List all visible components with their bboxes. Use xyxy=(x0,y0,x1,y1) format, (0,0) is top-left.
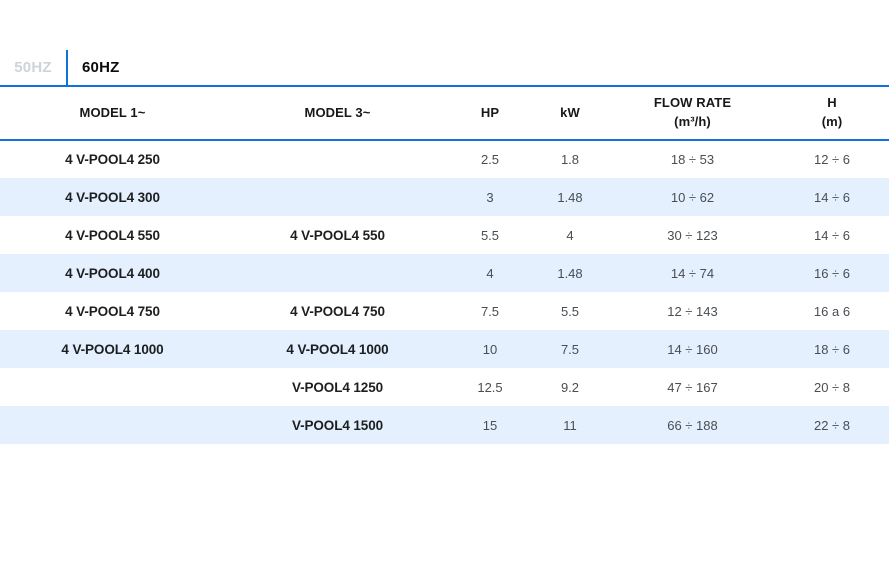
table-row: 4 V-POOL4 550 4 V-POOL4 550 5.5 4 30 ÷ 1… xyxy=(0,216,889,254)
kw-cell: 11 xyxy=(563,417,577,433)
model1-cell: 4 V-POOL4 250 xyxy=(65,152,160,167)
hp-cell: 12.5 xyxy=(477,379,503,395)
tab-50hz[interactable]: 50HZ xyxy=(14,59,52,76)
table-row: 4 V-POOL4 400 4 1.48 14 ÷ 74 16 ÷ 6 xyxy=(0,254,889,292)
flow-rate-cell: 30 ÷ 123 xyxy=(667,227,718,243)
flow-rate-cell: 66 ÷ 188 xyxy=(667,417,718,433)
flow-rate-cell: 12 ÷ 143 xyxy=(667,303,718,319)
model1-cell: 4 V-POOL4 550 xyxy=(65,227,160,243)
hp-cell: 2.5 xyxy=(480,152,500,167)
tab-60hz[interactable]: 60HZ xyxy=(82,59,120,76)
head-cell: 16 a 6 xyxy=(813,303,851,319)
kw-cell: 1.48 xyxy=(557,265,583,281)
frequency-tabs: 50HZ 60HZ xyxy=(0,50,889,87)
model3-cell xyxy=(225,254,450,292)
kw-cell: 1.48 xyxy=(557,189,583,205)
model1-cell xyxy=(0,406,225,444)
table-row: V-POOL4 1250 12.5 9.2 47 ÷ 167 20 ÷ 8 xyxy=(0,368,889,406)
column-header-model1: MODEL 1~ xyxy=(0,87,225,141)
column-header-hp: HP xyxy=(450,87,530,141)
table-row: 4 V-POOL4 1000 4 V-POOL4 1000 10 7.5 14 … xyxy=(0,330,889,368)
kw-cell: 5.5 xyxy=(560,303,580,319)
model3-cell: V-POOL4 1500 xyxy=(291,417,384,433)
head-cell: 20 ÷ 8 xyxy=(813,379,851,395)
head-label: H xyxy=(827,95,837,111)
flow-rate-cell: 10 ÷ 62 xyxy=(670,189,715,205)
hp-cell: 7.5 xyxy=(480,303,500,319)
kw-cell: 4 xyxy=(566,227,574,243)
flow-rate-label: FLOW RATE xyxy=(653,95,732,111)
flow-rate-unit: (m³/h) xyxy=(674,114,711,129)
model1-cell xyxy=(0,368,225,406)
column-header-kw: kW xyxy=(530,87,610,141)
table-row: 4 V-POOL4 250 2.5 1.8 18 ÷ 53 12 ÷ 6 xyxy=(0,140,889,178)
model1-cell: 4 V-POOL4 750 xyxy=(65,303,160,319)
kw-cell: 1.8 xyxy=(560,152,580,167)
header-row: MODEL 1~ MODEL 3~ HP kW FLOW RATE (m³/h)… xyxy=(0,87,889,141)
model3-cell xyxy=(225,140,450,178)
flow-rate-cell: 14 ÷ 74 xyxy=(670,265,715,281)
model1-cell: 4 V-POOL4 400 xyxy=(65,265,160,281)
column-header-model3: MODEL 3~ xyxy=(225,87,450,141)
table-row: 4 V-POOL4 300 3 1.48 10 ÷ 62 14 ÷ 6 xyxy=(0,178,889,216)
top-spacer xyxy=(0,0,889,50)
hp-cell: 10 xyxy=(482,341,498,357)
head-cell: 22 ÷ 8 xyxy=(813,417,851,433)
flow-rate-cell: 14 ÷ 160 xyxy=(667,341,718,357)
column-header-head: H (m) xyxy=(775,87,889,141)
model3-cell: V-POOL4 1250 xyxy=(291,379,384,395)
head-cell: 14 ÷ 6 xyxy=(813,227,851,243)
model3-cell: 4 V-POOL4 1000 xyxy=(286,341,389,357)
kw-cell: 7.5 xyxy=(560,341,580,357)
flow-rate-cell: 47 ÷ 167 xyxy=(667,379,718,395)
model3-cell: 4 V-POOL4 750 xyxy=(290,303,385,319)
hp-cell: 4 xyxy=(486,265,494,281)
table-header: MODEL 1~ MODEL 3~ HP kW FLOW RATE (m³/h)… xyxy=(0,87,889,141)
table-body: 4 V-POOL4 250 2.5 1.8 18 ÷ 53 12 ÷ 6 4 V… xyxy=(0,140,889,444)
column-header-flow-rate: FLOW RATE (m³/h) xyxy=(610,87,775,141)
model1-cell: 4 V-POOL4 1000 xyxy=(61,341,164,357)
flow-rate-cell: 18 ÷ 53 xyxy=(670,152,715,167)
hp-cell: 5.5 xyxy=(480,227,500,243)
model3-cell xyxy=(225,178,450,216)
head-cell: 18 ÷ 6 xyxy=(813,341,851,357)
head-unit: (m) xyxy=(821,114,843,129)
model1-cell: 4 V-POOL4 300 xyxy=(65,189,160,205)
head-cell: 16 ÷ 6 xyxy=(813,265,851,281)
model3-cell: 4 V-POOL4 550 xyxy=(290,227,385,243)
kw-cell: 9.2 xyxy=(560,379,580,395)
head-cell: 12 ÷ 6 xyxy=(813,152,851,167)
hp-cell: 15 xyxy=(482,417,498,433)
table-row: 4 V-POOL4 750 4 V-POOL4 750 7.5 5.5 12 ÷… xyxy=(0,292,889,330)
tab-divider xyxy=(66,50,68,85)
hp-cell: 3 xyxy=(486,189,494,205)
pump-spec-table: MODEL 1~ MODEL 3~ HP kW FLOW RATE (m³/h)… xyxy=(0,87,889,444)
head-cell: 14 ÷ 6 xyxy=(813,189,851,205)
table-row: V-POOL4 1500 15 11 66 ÷ 188 22 ÷ 8 xyxy=(0,406,889,444)
